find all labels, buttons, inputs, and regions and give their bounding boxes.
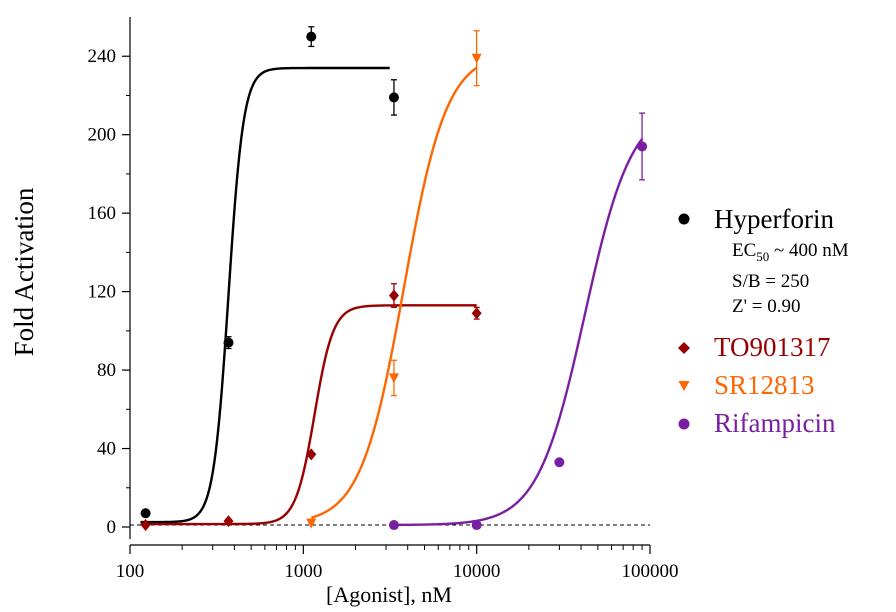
data-point <box>140 508 151 519</box>
hyperforin-stats: EC50 ~ 400 nM S/B = 250 Z' = 0.90 <box>732 238 891 319</box>
fit-curve-0 <box>140 66 390 524</box>
fit-curve-3 <box>393 138 644 527</box>
ec50-stat: EC50 ~ 400 nM <box>732 240 849 264</box>
legend-label: SR12813 <box>714 370 815 401</box>
fit-curve-1 <box>140 304 477 526</box>
error-bars <box>225 26 646 397</box>
data-point <box>223 515 234 528</box>
legend-item-rifampicin: Rifampicin <box>676 405 891 443</box>
legend: Hyperforin EC50 ~ 400 nM S/B = 250 Z' = … <box>676 200 891 443</box>
data-point <box>471 53 482 64</box>
circle-marker-icon <box>676 211 692 227</box>
circle-marker-icon <box>676 416 692 432</box>
data-point <box>637 141 648 152</box>
legend-label: TO901317 <box>714 332 831 363</box>
data-point <box>223 337 234 348</box>
x-tick-label: 100 <box>116 561 145 582</box>
y-tick-label: 160 <box>88 203 117 224</box>
x-tick-label: 1000 <box>284 561 322 582</box>
data-point <box>306 31 317 42</box>
data-point <box>471 307 482 320</box>
y-axis-label: Fold Activation <box>9 187 39 356</box>
data-point <box>388 92 399 103</box>
y-tick-label: 240 <box>88 46 117 67</box>
data-point <box>388 373 399 384</box>
y-tick-label: 80 <box>97 360 116 381</box>
y-tick-label: 200 <box>88 125 117 146</box>
y-tick-label: 120 <box>88 282 117 303</box>
fit-curves <box>140 66 644 527</box>
data-point <box>388 289 399 302</box>
legend-item-hyperforin: Hyperforin <box>676 200 891 238</box>
data-point <box>306 518 317 529</box>
data-point <box>554 457 565 468</box>
axes: 0 40 80 120 160 200 240 100 1000 10000 100000 <box>88 17 679 582</box>
diamond-marker-icon <box>676 340 692 356</box>
legend-item-to901317: TO901317 <box>676 329 891 367</box>
data-point <box>140 519 151 532</box>
legend-label: Hyperforin <box>714 203 834 234</box>
legend-item-sr12813: SR12813 <box>676 367 891 405</box>
legend-label: Rifampicin <box>714 408 836 439</box>
sb-stat: S/B = 250 <box>732 270 810 292</box>
fit-curve-2 <box>310 66 478 519</box>
data-point <box>306 448 317 461</box>
y-tick-label: 40 <box>97 439 116 460</box>
x-tick-label: 10000 <box>453 561 501 582</box>
z-prime-stat: Z' = 0.90 <box>732 295 801 317</box>
data-point <box>388 520 399 531</box>
x-axis-label: [Agonist], nM <box>326 582 452 607</box>
y-tick-label: 0 <box>107 517 117 538</box>
triangle-down-marker-icon <box>676 378 692 394</box>
data-point <box>471 520 482 531</box>
x-tick-label: 100000 <box>622 561 679 582</box>
data-points <box>140 31 648 532</box>
